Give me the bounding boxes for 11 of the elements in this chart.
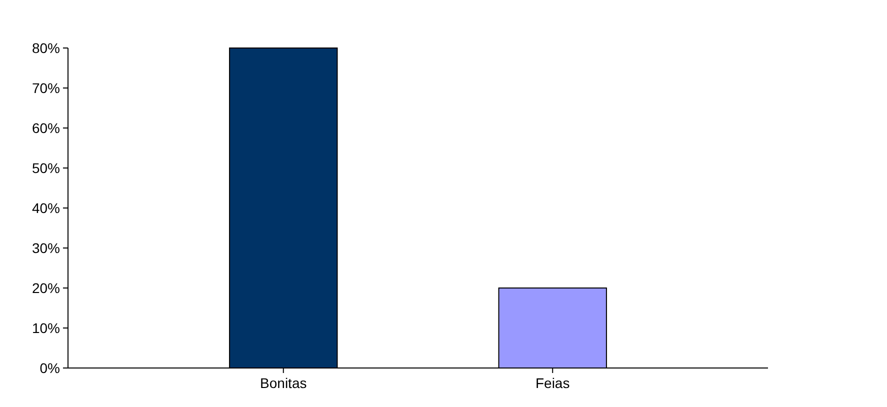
- y-tick-label: 70%: [32, 80, 60, 96]
- y-tick-label: 20%: [32, 280, 60, 296]
- y-tick-label: 50%: [32, 160, 60, 176]
- y-tick-label: 60%: [32, 120, 60, 136]
- y-tick-label: 40%: [32, 200, 60, 216]
- x-tick-label: Feias: [536, 375, 570, 391]
- y-tick-label: 30%: [32, 240, 60, 256]
- y-tick-label: 10%: [32, 320, 60, 336]
- y-tick-label: 0%: [40, 360, 60, 376]
- y-tick-label: 80%: [32, 40, 60, 56]
- x-tick-label: Bonitas: [260, 375, 307, 391]
